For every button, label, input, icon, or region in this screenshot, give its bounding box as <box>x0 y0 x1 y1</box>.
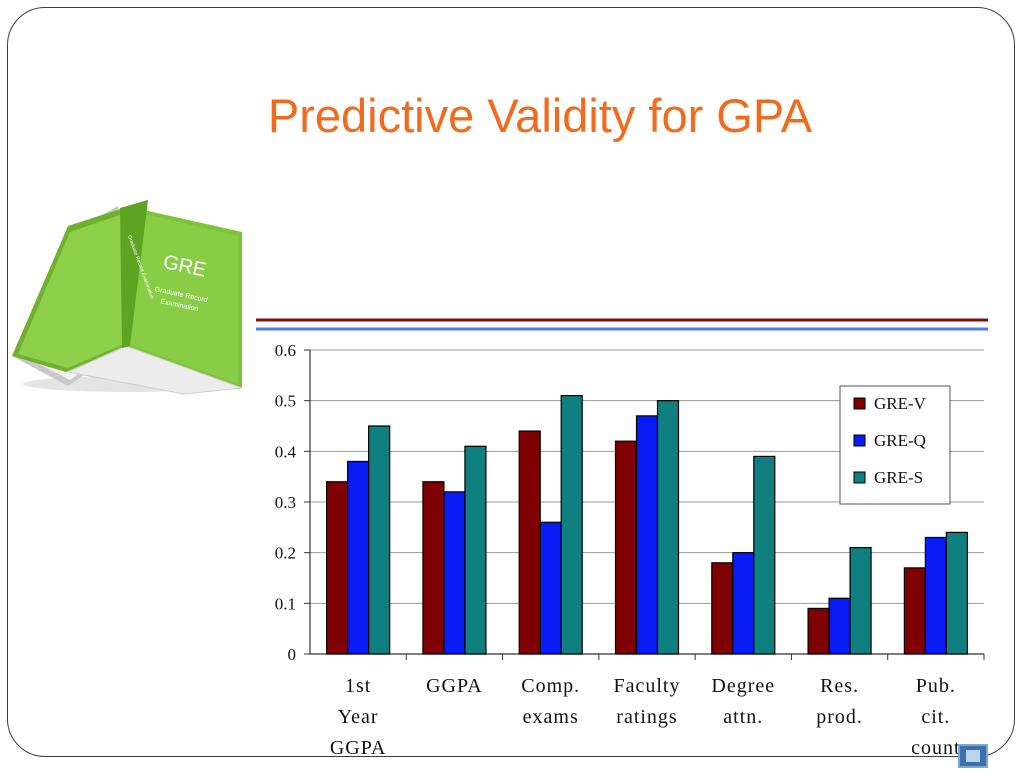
x-category-label: cit. <box>921 706 950 728</box>
bar-gre-s <box>945 531 968 655</box>
bar-gre-v <box>711 562 734 655</box>
x-category-label: prod. <box>816 706 863 728</box>
legend-label: GRE-S <box>874 468 923 487</box>
bar-gre-s <box>464 445 487 655</box>
bars <box>326 394 968 655</box>
x-category-label: GGPA <box>330 737 387 759</box>
x-category-label: attn. <box>723 706 763 728</box>
legend: GRE-V GRE-Q GRE-S <box>839 385 951 505</box>
bar-gre-q <box>732 552 755 655</box>
bar-gre-v <box>422 481 445 655</box>
slide-title: Predictive Validity for GPA <box>267 89 813 142</box>
bar-gre-s <box>560 394 583 655</box>
y-tick-label: 0.6 <box>275 341 296 360</box>
gre-book-image: GRE Graduate Record Examination Graduate… <box>8 196 248 401</box>
legend-swatch <box>853 434 866 447</box>
bar-gre-v <box>903 567 926 655</box>
bar-gre-q <box>539 521 562 655</box>
y-tick-label: 0.1 <box>275 594 296 613</box>
bar-gre-s <box>656 400 680 655</box>
bar-gre-q <box>347 460 370 655</box>
slide-corner-icon <box>958 744 988 773</box>
y-tick-label: 0.3 <box>275 493 296 512</box>
legend-label: GRE-V <box>874 394 927 413</box>
x-category-label: ratings <box>616 706 677 728</box>
y-tick-label: 0.5 <box>275 392 296 411</box>
y-tick-label: 0.2 <box>275 544 296 563</box>
bar-gre-q <box>635 415 659 655</box>
labels: 0 0.1 0.2 0.3 0.4 0.5 0.6 1st Year GGPA GGPA Comp. e… <box>275 341 960 759</box>
y-tick-label: 0 <box>288 645 297 664</box>
bar-gre-v <box>614 440 638 655</box>
bar-gre-v <box>807 607 830 655</box>
gre-book-svg: GRE Graduate Record Examination Graduate… <box>12 200 243 395</box>
bar-gre-s <box>849 547 872 655</box>
x-category-label: Year <box>338 706 379 728</box>
bar-chart: 0 0.1 0.2 0.3 0.4 0.5 0.6 1st Year GGPA GGPA Comp. e… <box>256 318 988 759</box>
x-category-label: Degree <box>711 675 775 697</box>
bar-gre-q <box>924 536 947 655</box>
x-category-label: exams <box>523 706 579 728</box>
legend-swatch <box>853 471 866 484</box>
legend-label: GRE-Q <box>874 431 926 450</box>
bar-gre-s <box>368 425 391 655</box>
bar-gre-v <box>326 481 349 655</box>
x-category-label: Faculty <box>614 675 681 697</box>
bar-gre-s <box>753 455 776 655</box>
x-category-label: Pub. <box>916 675 956 697</box>
x-category-label: 1st <box>345 675 371 697</box>
x-category-label: count <box>911 737 960 759</box>
x-category-label: Res. <box>820 675 859 697</box>
y-tick-label: 0.4 <box>275 442 297 461</box>
bar-gre-q <box>828 597 851 655</box>
x-category-label: Comp. <box>521 675 580 697</box>
x-category-label: GGPA <box>426 675 483 697</box>
bar-gre-v <box>518 430 541 655</box>
legend-swatch <box>853 397 866 410</box>
bar-gre-q <box>443 491 466 655</box>
